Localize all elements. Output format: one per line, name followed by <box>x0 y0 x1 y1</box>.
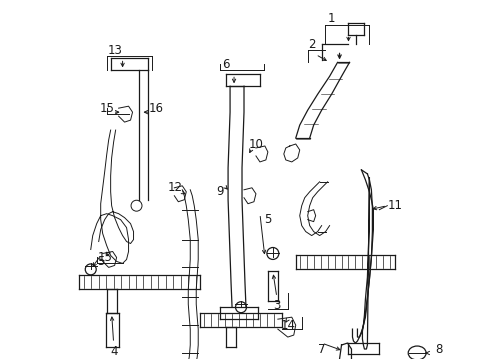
Text: 10: 10 <box>248 138 263 150</box>
Text: 16: 16 <box>149 102 163 115</box>
Text: 6: 6 <box>222 58 229 71</box>
Text: 8: 8 <box>434 342 442 356</box>
Text: 12: 12 <box>167 181 183 194</box>
Text: 1: 1 <box>327 12 335 25</box>
Text: 9: 9 <box>216 185 224 198</box>
Text: 5: 5 <box>264 213 271 226</box>
Text: 13: 13 <box>107 44 122 57</box>
Text: 2: 2 <box>307 38 315 51</box>
Text: 5: 5 <box>97 255 104 268</box>
Text: 14: 14 <box>280 319 295 332</box>
Text: 7: 7 <box>317 342 325 356</box>
Text: 4: 4 <box>110 345 117 357</box>
Text: 15: 15 <box>97 251 112 264</box>
Text: 11: 11 <box>387 199 402 212</box>
Text: 15: 15 <box>99 102 114 115</box>
Text: 3: 3 <box>273 299 280 312</box>
